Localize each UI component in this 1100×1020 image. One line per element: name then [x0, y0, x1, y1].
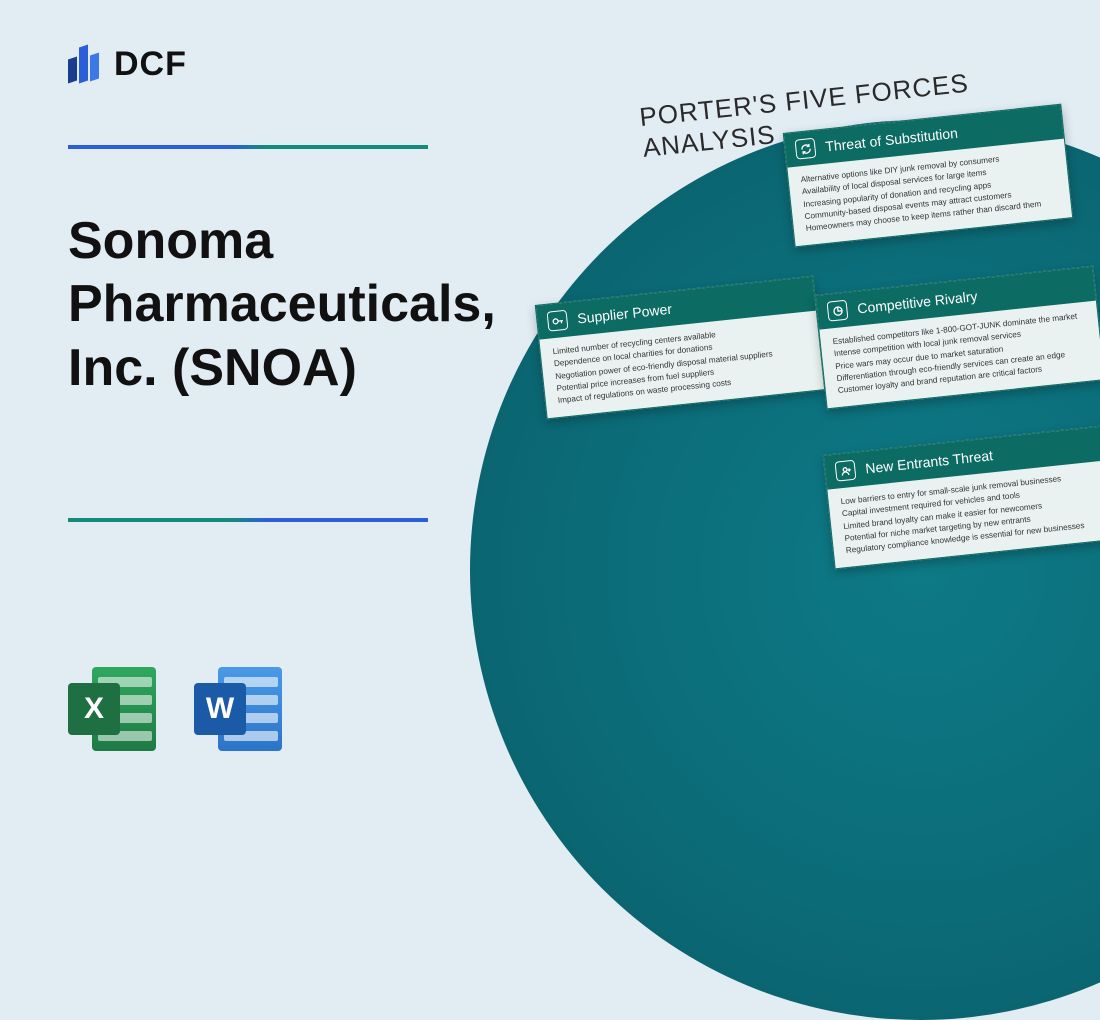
card-title: New Entrants Threat: [865, 447, 994, 476]
divider-bottom: [68, 518, 428, 522]
excel-letter: X: [68, 683, 120, 735]
refresh-icon: [795, 138, 817, 160]
download-formats: X W: [68, 663, 286, 755]
card-title: Competitive Rivalry: [857, 288, 979, 317]
brand-name: DCF: [114, 45, 187, 84]
card-title: Supplier Power: [577, 301, 673, 327]
page-title: Sonoma Pharmaceuticals, Inc. (SNOA): [68, 210, 508, 400]
brand-logo: DCF: [68, 40, 187, 88]
key-icon: [547, 310, 569, 332]
excel-icon[interactable]: X: [68, 663, 160, 755]
card-title: Threat of Substitution: [825, 125, 959, 155]
background-circle: [470, 120, 1100, 1020]
pie-chart-icon: [827, 300, 849, 322]
word-icon[interactable]: W: [194, 663, 286, 755]
user-plus-icon: [835, 460, 857, 482]
word-letter: W: [194, 683, 246, 735]
divider-top: [68, 145, 428, 149]
brand-logo-mark: [68, 40, 104, 88]
